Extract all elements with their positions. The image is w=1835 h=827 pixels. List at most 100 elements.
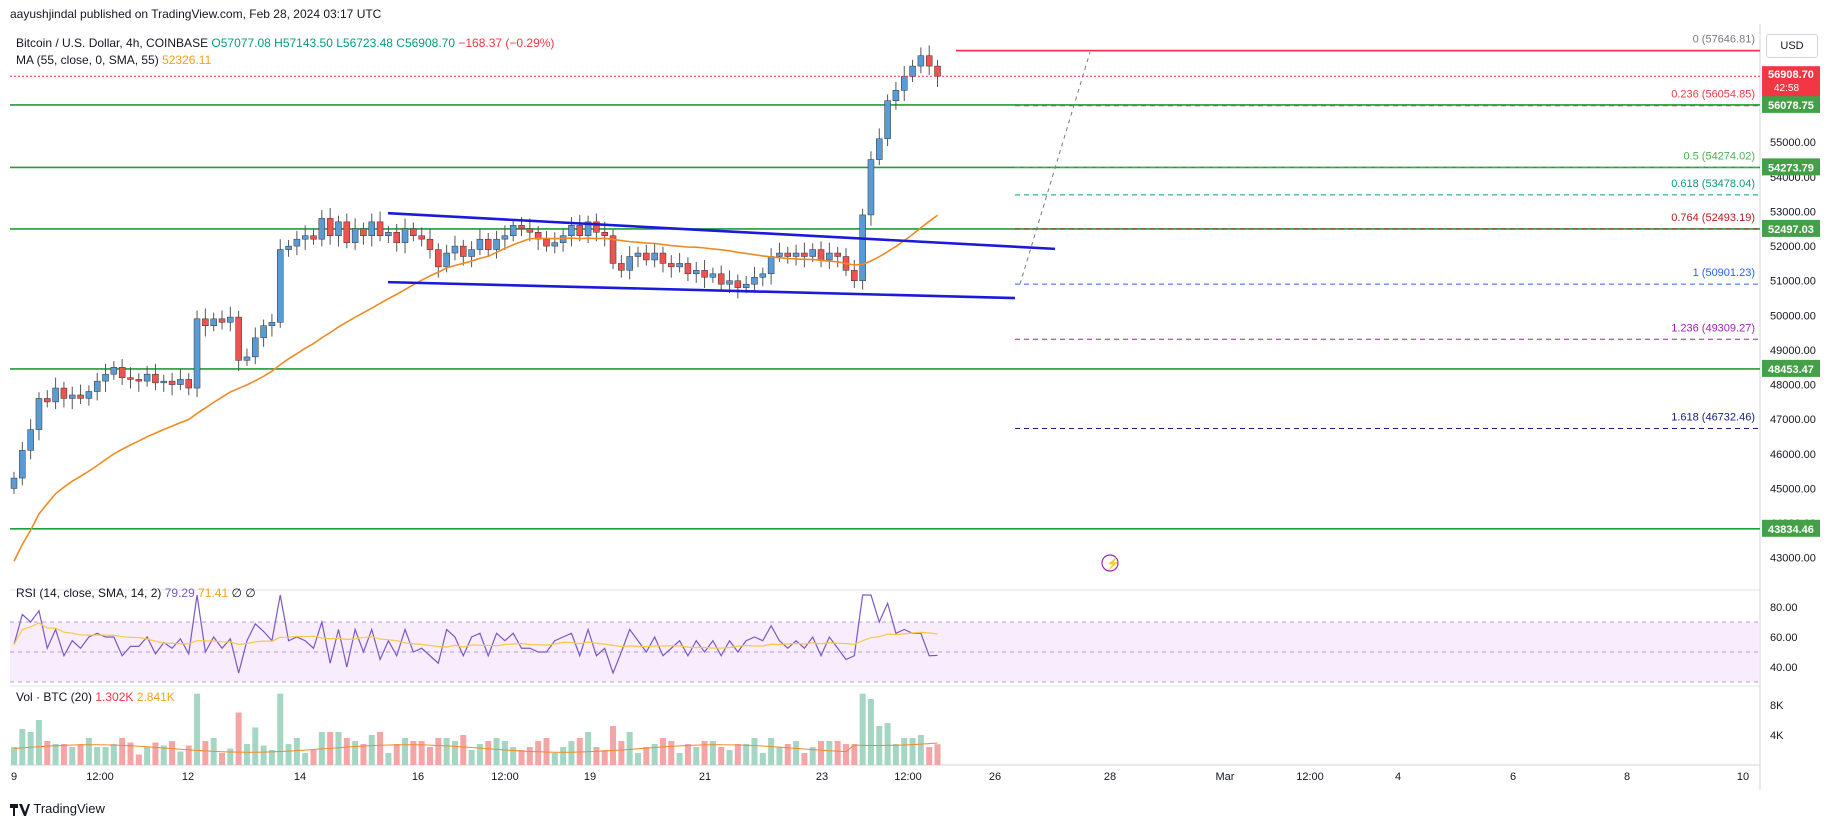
volume-bar-32 xyxy=(277,693,284,765)
candle-98 xyxy=(826,252,833,261)
time-label-5: 12:00 xyxy=(491,771,519,783)
volume-bar-4 xyxy=(44,741,51,765)
volume-bar-55 xyxy=(468,750,475,765)
candle-84 xyxy=(709,273,717,278)
vol-tick-1: 4K xyxy=(1770,730,1784,742)
volume-bar-23 xyxy=(202,741,209,765)
candle-59 xyxy=(501,235,509,240)
volume-label[interactable]: Vol · BTC (20) xyxy=(16,690,93,704)
candle-72 xyxy=(609,235,617,264)
lightning-glyph: ⚡ xyxy=(1106,557,1120,570)
candle-94 xyxy=(792,252,800,257)
volume-bar-3 xyxy=(35,720,42,765)
fib-label-6: 1.236 (49309.27) xyxy=(1671,322,1755,334)
rsi-label[interactable]: RSI (14, close, SMA, 14, 2) xyxy=(16,586,162,600)
candle-2 xyxy=(27,429,34,451)
candle-48 xyxy=(410,228,417,236)
candle-24 xyxy=(210,318,217,326)
volume-bar-14 xyxy=(127,742,134,765)
candle-42 xyxy=(360,228,367,236)
candle-99 xyxy=(834,252,841,257)
candle-12 xyxy=(110,367,118,375)
symbol-name[interactable]: Bitcoin / U.S. Dollar, 4h, COINBASE xyxy=(16,36,209,50)
candle-56 xyxy=(476,238,484,250)
volume-bar-79 xyxy=(668,741,675,765)
volume-bar-51 xyxy=(435,738,442,765)
candle-17 xyxy=(152,373,159,384)
rsi-null-2: ∅ xyxy=(245,586,256,600)
candle-110 xyxy=(925,55,933,67)
ohlc-low: L56723.48 xyxy=(336,36,393,50)
level-label-2: 52497.03 xyxy=(1768,224,1814,236)
volume-bar-96 xyxy=(809,747,816,765)
volume-bar-30 xyxy=(260,745,267,765)
candle-39 xyxy=(335,221,342,236)
volume-bar-36 xyxy=(310,750,317,765)
volume-bar-59 xyxy=(501,741,508,765)
price-tick-6: 49000.00 xyxy=(1770,345,1816,357)
volume-bar-107 xyxy=(901,738,908,765)
level-badge-1 xyxy=(1762,158,1820,176)
volume-bar-40 xyxy=(343,738,350,765)
candle-88 xyxy=(742,283,750,288)
volume-bar-27 xyxy=(235,712,242,765)
candle-55 xyxy=(468,249,475,257)
time-label-7: 21 xyxy=(699,771,711,783)
candle-92 xyxy=(776,252,783,257)
volume-bar-8 xyxy=(77,744,84,765)
volume-bar-58 xyxy=(493,738,500,765)
volume-bar-105 xyxy=(884,723,891,765)
rsi-tick-1: 60.00 xyxy=(1770,632,1798,644)
volume-value: 1.302K xyxy=(95,690,134,704)
ma-value: 52326.11 xyxy=(162,53,212,67)
candle-74 xyxy=(626,256,633,271)
price-tick-8: 47000.00 xyxy=(1770,414,1816,426)
candle-96 xyxy=(809,249,816,257)
price-tick-0: 55000.00 xyxy=(1770,137,1816,149)
volume-bar-62 xyxy=(526,747,533,765)
fib-label-4: 0.764 (52493.19) xyxy=(1671,212,1755,224)
volume-bar-86 xyxy=(726,750,733,765)
volume-bar-28 xyxy=(243,744,250,765)
rsi-sma-line xyxy=(13,622,938,649)
candle-45 xyxy=(385,232,392,236)
volume-bar-13 xyxy=(119,738,126,765)
level-label-0: 56078.75 xyxy=(1768,100,1814,112)
volume-bar-92 xyxy=(776,747,783,765)
volume-bar-21 xyxy=(185,745,192,765)
currency-button[interactable]: USD xyxy=(1766,34,1818,58)
candle-46 xyxy=(393,232,400,243)
candle-14 xyxy=(127,377,134,380)
ohlc-change: −168.37 (−0.29%) xyxy=(458,36,555,50)
candle-75 xyxy=(634,252,642,257)
tradingview-brand[interactable]: TradingView xyxy=(10,801,105,816)
candle-38 xyxy=(326,218,334,236)
volume-bar-82 xyxy=(693,747,700,765)
ma-label[interactable]: MA (55, close, 0, SMA, 55) xyxy=(16,53,159,67)
volume-bar-95 xyxy=(801,753,808,765)
candle-67 xyxy=(568,225,575,236)
rsi-value: 79.29 xyxy=(164,586,195,600)
volume-bar-74 xyxy=(626,732,633,765)
volume-bar-94 xyxy=(793,741,800,765)
price-tick-10: 45000.00 xyxy=(1770,483,1816,495)
volume-bar-60 xyxy=(510,747,517,765)
volume-bar-54 xyxy=(460,735,467,765)
candle-101 xyxy=(851,270,858,281)
channel-lower-line xyxy=(387,280,1016,300)
candle-83 xyxy=(701,270,708,278)
vol-tick-0: 8K xyxy=(1770,700,1784,712)
level-badge-4 xyxy=(1762,519,1820,537)
candle-18 xyxy=(160,380,168,384)
candle-77 xyxy=(651,252,658,261)
publisher-line: aayushjindal published on TradingView.co… xyxy=(10,7,382,21)
volume-bar-99 xyxy=(834,741,841,765)
candle-80 xyxy=(676,263,683,268)
volume-bar-47 xyxy=(402,738,409,765)
time-label-4: 16 xyxy=(412,771,424,783)
candle-23 xyxy=(202,318,209,326)
volume-bar-5 xyxy=(52,744,59,765)
symbol-legend: Bitcoin / U.S. Dollar, 4h, COINBASE O570… xyxy=(16,36,554,50)
candle-5 xyxy=(52,387,59,403)
